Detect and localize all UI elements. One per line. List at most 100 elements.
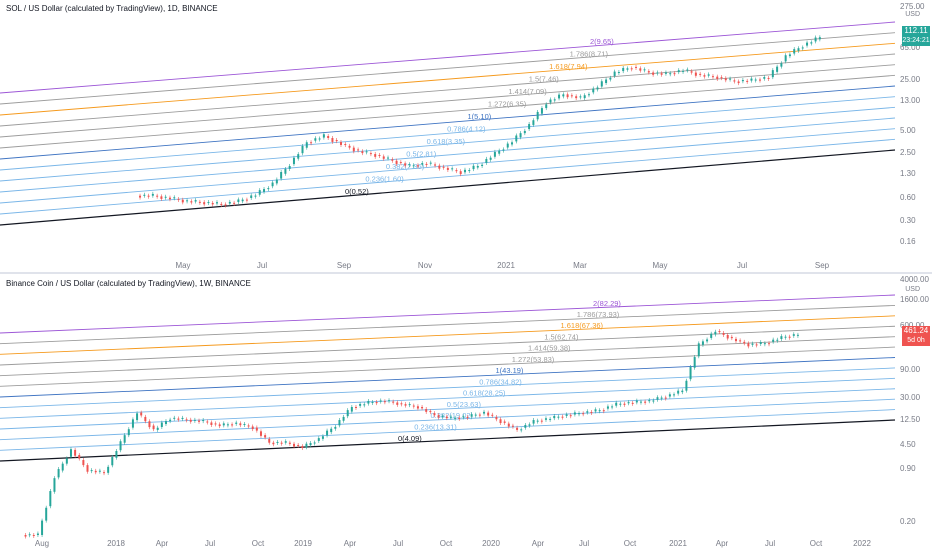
fib-level-label: 1.414(59.38): [528, 344, 571, 353]
candle: [69, 449, 72, 457]
candle: [189, 419, 192, 422]
x-tick-label: Oct: [810, 539, 823, 548]
fib-line: [0, 96, 896, 171]
bnb-chart-svg[interactable]: 4000.00 1600.00 600.00 90.00 30.00 12.50 4.50 0…: [0, 275, 932, 550]
candle: [579, 96, 582, 98]
y-tick-label: 65.00: [900, 43, 921, 52]
candle: [743, 341, 746, 344]
bnb-chart-pane[interactable]: Binance Coin / US Dollar (calculated by …: [0, 275, 932, 550]
candle: [131, 419, 134, 428]
candle: [801, 47, 804, 49]
candle: [784, 336, 787, 338]
candle: [442, 166, 445, 168]
candle: [566, 94, 569, 98]
candle: [755, 344, 758, 346]
candle: [549, 99, 552, 103]
candle: [28, 534, 31, 536]
candle: [466, 417, 469, 419]
candle: [772, 339, 775, 342]
candle: [788, 54, 791, 57]
candle: [635, 66, 638, 68]
candle: [741, 80, 744, 82]
candle: [523, 130, 526, 134]
candle: [139, 195, 142, 198]
candle: [643, 69, 646, 71]
candle: [606, 406, 609, 409]
candle: [359, 403, 362, 406]
x-tick-label: 2020: [482, 539, 500, 548]
candle: [226, 424, 229, 426]
unit-label: USD: [905, 286, 920, 293]
candle: [481, 164, 484, 166]
fib-level-label: 0(0.52): [345, 187, 369, 196]
fib-level-label: 0.5(2.81): [406, 149, 437, 158]
sol-chart-pane[interactable]: SOL / US Dollar (calculated by TradingVi…: [0, 0, 932, 272]
sol-chart-svg[interactable]: 275.00 65.00 25.00 13.00 5.00 2.50 1.30 0.60 0.3…: [0, 0, 932, 272]
candle: [284, 168, 287, 174]
candle: [617, 72, 620, 74]
candle: [446, 167, 449, 170]
candle: [449, 416, 452, 418]
candle: [151, 193, 154, 196]
candle: [498, 150, 501, 154]
candle: [660, 397, 663, 399]
candle: [739, 340, 742, 342]
candle: [258, 190, 261, 195]
candle: [94, 470, 97, 473]
candle: [335, 140, 338, 142]
candle: [421, 163, 424, 165]
x-tick-label: Apr: [716, 539, 729, 548]
candle: [499, 419, 502, 424]
candle: [144, 416, 147, 422]
candle: [305, 443, 308, 448]
candle: [615, 402, 618, 406]
candle: [768, 343, 771, 345]
candle: [416, 165, 419, 167]
candle: [243, 423, 246, 425]
candle: [425, 163, 428, 165]
candle: [267, 188, 270, 190]
candle: [710, 333, 713, 338]
candle: [711, 76, 714, 78]
candle: [609, 77, 612, 80]
candle: [164, 421, 167, 425]
candle: [557, 416, 560, 418]
candle: [707, 74, 710, 76]
candle: [111, 457, 114, 466]
fib-line: [0, 138, 896, 215]
candle: [536, 420, 539, 422]
candle: [793, 49, 796, 54]
x-tick-label: Nov: [418, 261, 432, 270]
fib-level-label: 0.5(23.63): [447, 400, 482, 409]
y-tick-label: 0.16: [900, 237, 916, 246]
candle: [763, 77, 766, 79]
candle: [215, 202, 218, 204]
x-tick-label: Mar: [573, 261, 587, 270]
candle: [611, 406, 614, 408]
candle: [251, 426, 254, 430]
candle: [408, 164, 411, 166]
candle: [275, 179, 278, 184]
y-tick-label: 0.20: [900, 517, 916, 526]
candle: [502, 149, 505, 151]
candle: [493, 151, 496, 157]
candle: [639, 68, 642, 71]
candle: [644, 401, 647, 403]
candle: [74, 449, 77, 456]
candle: [445, 416, 448, 419]
candle: [148, 421, 151, 428]
candle: [412, 165, 415, 167]
pane-divider[interactable]: [0, 272, 932, 274]
fib-line: [0, 53, 896, 127]
candle: [207, 202, 210, 204]
candle: [185, 419, 188, 421]
x-tick-label: 2022: [853, 539, 871, 548]
candle: [669, 73, 672, 75]
candle: [181, 417, 184, 419]
candle: [49, 491, 52, 507]
candle: [395, 160, 398, 164]
candle: [272, 442, 275, 445]
candle: [605, 79, 608, 84]
candle: [771, 70, 774, 78]
candle: [292, 157, 295, 165]
